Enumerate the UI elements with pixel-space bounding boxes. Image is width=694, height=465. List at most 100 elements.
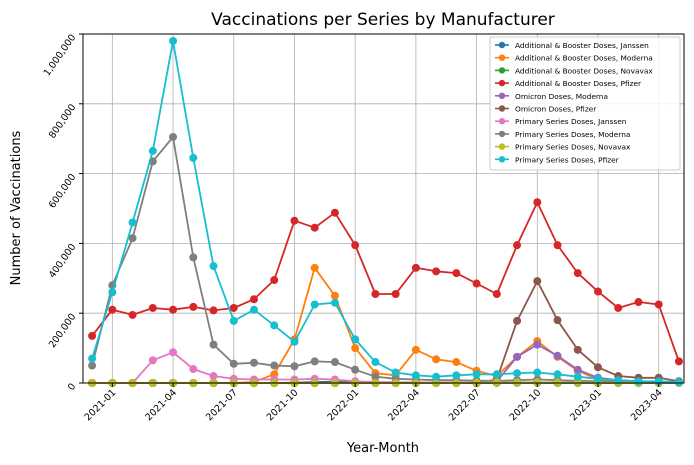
legend: Additional & Booster Doses, Janssen Addit… xyxy=(489,36,681,171)
legend-marker xyxy=(498,79,506,87)
y-tick-label: 800,000 xyxy=(47,102,79,140)
legend-item: Additional & Booster Doses, Janssen xyxy=(495,41,649,50)
data-point xyxy=(189,302,198,311)
x-tick-label: 2021-01 xyxy=(83,387,119,423)
data-point xyxy=(229,359,238,368)
data-point xyxy=(614,376,623,385)
data-point xyxy=(513,378,522,387)
legend-label: Additional & Booster Doses, Moderna xyxy=(515,54,653,63)
data-point xyxy=(573,345,582,354)
data-point xyxy=(310,300,319,309)
data-point xyxy=(330,358,339,367)
data-point xyxy=(108,288,117,297)
data-point xyxy=(593,374,602,383)
data-point xyxy=(654,300,663,309)
data-point xyxy=(88,331,97,340)
data-point xyxy=(513,352,522,361)
data-point xyxy=(189,153,198,162)
data-point xyxy=(452,269,461,278)
legend-label: Primary Series Doses, Novavax xyxy=(515,143,631,152)
data-point xyxy=(128,310,137,319)
legend-marker xyxy=(498,105,506,112)
data-point xyxy=(634,298,643,307)
data-point xyxy=(634,377,643,386)
legend-item: Omicron Doses, Moderna xyxy=(495,92,608,101)
data-point xyxy=(371,358,380,367)
legend-item: Additional & Booster Doses, Pfizer xyxy=(495,79,642,88)
legend-marker xyxy=(498,67,506,74)
x-tick-label: 2021-07 xyxy=(204,387,240,423)
x-tick-label: 2021-10 xyxy=(265,387,301,423)
data-point xyxy=(513,241,522,250)
data-point xyxy=(432,355,441,364)
data-point xyxy=(432,267,441,276)
data-point xyxy=(674,377,683,386)
data-point xyxy=(330,298,339,307)
y-tick-label: 200,000 xyxy=(47,312,79,350)
y-tick-label: 600,000 xyxy=(47,172,79,210)
data-point xyxy=(411,263,420,272)
data-point xyxy=(533,378,542,387)
data-point xyxy=(573,372,582,381)
legend-item: Primary Series Doses, Moderna xyxy=(495,130,630,139)
data-point xyxy=(169,305,178,314)
data-point xyxy=(148,146,157,155)
data-point xyxy=(148,303,157,312)
data-point xyxy=(533,340,542,349)
legend-label: Omicron Doses, Moderna xyxy=(515,92,608,101)
data-point xyxy=(513,316,522,325)
data-point xyxy=(472,279,481,288)
data-point xyxy=(432,372,441,381)
data-point xyxy=(411,371,420,380)
legend-item: Additional & Booster Doses, Moderna xyxy=(495,54,653,63)
data-point xyxy=(492,290,501,299)
data-point xyxy=(88,354,97,363)
legend-item: Omicron Doses, Pfizer xyxy=(495,105,597,114)
legend-label: Additional & Booster Doses, Pfizer xyxy=(515,79,642,88)
data-point xyxy=(108,305,117,314)
data-point xyxy=(533,277,542,286)
data-point xyxy=(229,303,238,312)
legend-marker xyxy=(498,143,506,150)
legend-item: Additional & Booster Doses, Novavax xyxy=(495,66,653,75)
data-point xyxy=(573,269,582,278)
series-3 xyxy=(88,198,683,366)
data-point xyxy=(270,321,279,330)
legend-item: Primary Series Doses, Janssen xyxy=(495,117,627,126)
legend-marker xyxy=(498,41,506,49)
legend-label: Omicron Doses, Pfizer xyxy=(515,105,597,114)
data-point xyxy=(593,287,602,296)
legend-marker xyxy=(498,54,506,61)
legend-box xyxy=(489,36,681,171)
data-point xyxy=(614,303,623,312)
data-point xyxy=(148,356,157,365)
data-point xyxy=(330,208,339,217)
data-point xyxy=(270,276,279,285)
y-axis-label: Number of Vaccinations xyxy=(9,130,24,285)
data-point xyxy=(310,357,319,366)
data-point xyxy=(330,291,339,300)
y-tick-label: 1,000,000 xyxy=(42,32,79,78)
data-point xyxy=(249,295,258,304)
data-point xyxy=(310,263,319,272)
x-tick-label: 2023-01 xyxy=(568,387,604,423)
data-point xyxy=(533,198,542,207)
data-point xyxy=(290,362,299,371)
data-point xyxy=(553,316,562,325)
data-point xyxy=(169,36,178,45)
data-point xyxy=(209,372,218,381)
x-tick-label: 2022-10 xyxy=(508,387,544,423)
data-point xyxy=(371,290,380,299)
data-point xyxy=(472,370,481,379)
series-1 xyxy=(88,263,683,387)
data-point xyxy=(209,306,218,315)
data-point xyxy=(391,368,400,377)
data-point xyxy=(553,378,562,387)
data-point xyxy=(169,132,178,141)
chart-title: Vaccinations per Series by Manufacturer xyxy=(211,10,555,30)
legend-label: Primary Series Doses, Moderna xyxy=(515,130,630,139)
legend-label: Additional & Booster Doses, Janssen xyxy=(515,41,649,50)
x-axis-ticks: 2021-01 2021-04 2021-07 2021-10 2022-01 2022-… xyxy=(83,383,665,423)
x-tick-label: 2022-07 xyxy=(447,387,483,423)
